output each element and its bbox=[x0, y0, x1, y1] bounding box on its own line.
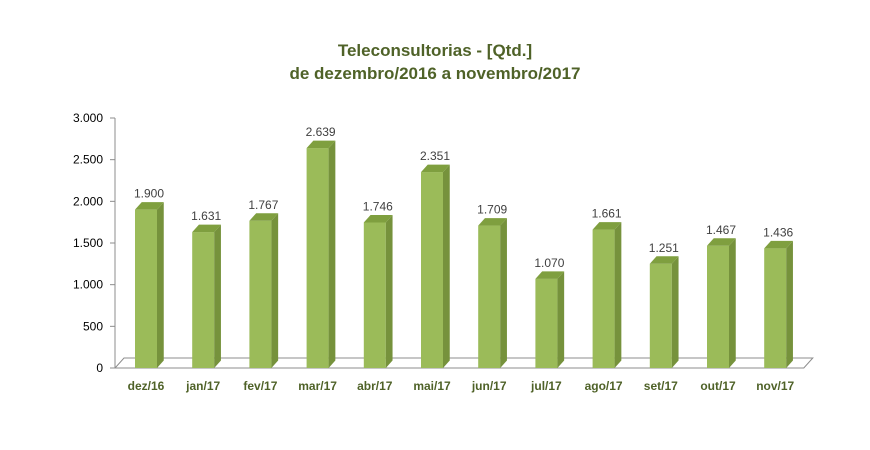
data-label: 1.767 bbox=[248, 198, 278, 212]
bar-top bbox=[135, 202, 164, 210]
x-tick-label: ago/17 bbox=[585, 379, 623, 393]
bar-side bbox=[385, 215, 393, 368]
axes bbox=[110, 117, 814, 369]
x-tick-label: mar/17 bbox=[298, 379, 337, 393]
bar bbox=[421, 172, 443, 368]
bar-top bbox=[306, 140, 336, 149]
bar-side bbox=[443, 164, 450, 368]
bar bbox=[535, 278, 558, 368]
x-tick-label: out/17 bbox=[700, 379, 736, 393]
bar-top bbox=[535, 271, 565, 279]
bar-top bbox=[649, 256, 679, 264]
bar bbox=[478, 225, 501, 368]
bar-top bbox=[478, 218, 507, 226]
data-label: 1.746 bbox=[363, 200, 393, 214]
bar bbox=[764, 248, 787, 368]
x-tick-label: abr/17 bbox=[357, 379, 393, 393]
bar bbox=[249, 220, 272, 368]
bar-top bbox=[707, 238, 736, 246]
x-tick-label: dez/16 bbox=[128, 379, 165, 393]
y-tick-label: 3.000 bbox=[73, 111, 103, 125]
bar-top bbox=[249, 213, 279, 221]
data-label: 1.251 bbox=[649, 241, 679, 255]
data-label: 1.436 bbox=[763, 225, 793, 239]
bar bbox=[707, 245, 729, 368]
x-tick-label: mai/17 bbox=[413, 379, 451, 393]
labels: 0 500 1.000 1.500 2.000 2.500 3.000 1.900 dez/16… bbox=[73, 111, 795, 393]
y-tick-label: 500 bbox=[83, 319, 103, 333]
bar bbox=[592, 229, 615, 368]
data-label: 1.900 bbox=[134, 187, 164, 201]
bar-side bbox=[328, 140, 336, 368]
bar bbox=[363, 222, 386, 368]
bar bbox=[192, 232, 215, 368]
x-tick-label: jun/17 bbox=[471, 379, 507, 393]
chart-floor bbox=[113, 357, 814, 369]
data-label: 2.351 bbox=[420, 149, 450, 163]
x-tick-label: nov/17 bbox=[756, 379, 794, 393]
bar-side bbox=[671, 256, 679, 368]
bar-top bbox=[592, 222, 622, 230]
bar-side bbox=[500, 218, 507, 368]
bar-side bbox=[271, 213, 279, 368]
data-label: 1.661 bbox=[592, 207, 622, 221]
bar-top bbox=[764, 240, 793, 249]
y-tick-label: 1.500 bbox=[73, 236, 103, 250]
bar-top bbox=[421, 164, 450, 173]
bar-top bbox=[192, 224, 221, 233]
y-tick-label: 0 bbox=[96, 361, 103, 375]
bar-side bbox=[614, 222, 622, 368]
data-label: 1.070 bbox=[534, 256, 564, 270]
bar-top bbox=[363, 215, 393, 223]
bar-side bbox=[557, 271, 565, 368]
chart-subtitle: de dezembro/2016 a novembro/2017 bbox=[289, 64, 581, 83]
bar bbox=[306, 148, 329, 368]
bar bbox=[135, 209, 157, 368]
data-label: 1.709 bbox=[477, 203, 507, 217]
chart-title: Teleconsultorias - [Qtd.] bbox=[337, 41, 533, 60]
y-tick-label: 2.500 bbox=[73, 153, 103, 167]
bar-side bbox=[786, 240, 793, 368]
data-label: 2.639 bbox=[306, 125, 336, 139]
bars bbox=[135, 140, 793, 368]
bar-side bbox=[214, 224, 221, 368]
y-tick-label: 1.000 bbox=[73, 278, 103, 292]
bar bbox=[649, 263, 672, 368]
x-tick-label: jan/17 bbox=[185, 379, 220, 393]
bar-side bbox=[729, 238, 736, 368]
bar-side bbox=[157, 202, 164, 368]
data-label: 1.631 bbox=[191, 209, 221, 223]
x-tick-label: jul/17 bbox=[530, 379, 562, 393]
x-tick-label: fev/17 bbox=[243, 379, 277, 393]
data-label: 1.467 bbox=[706, 223, 736, 237]
x-tick-label: set/17 bbox=[644, 379, 678, 393]
y-tick-label: 2.000 bbox=[73, 194, 103, 208]
